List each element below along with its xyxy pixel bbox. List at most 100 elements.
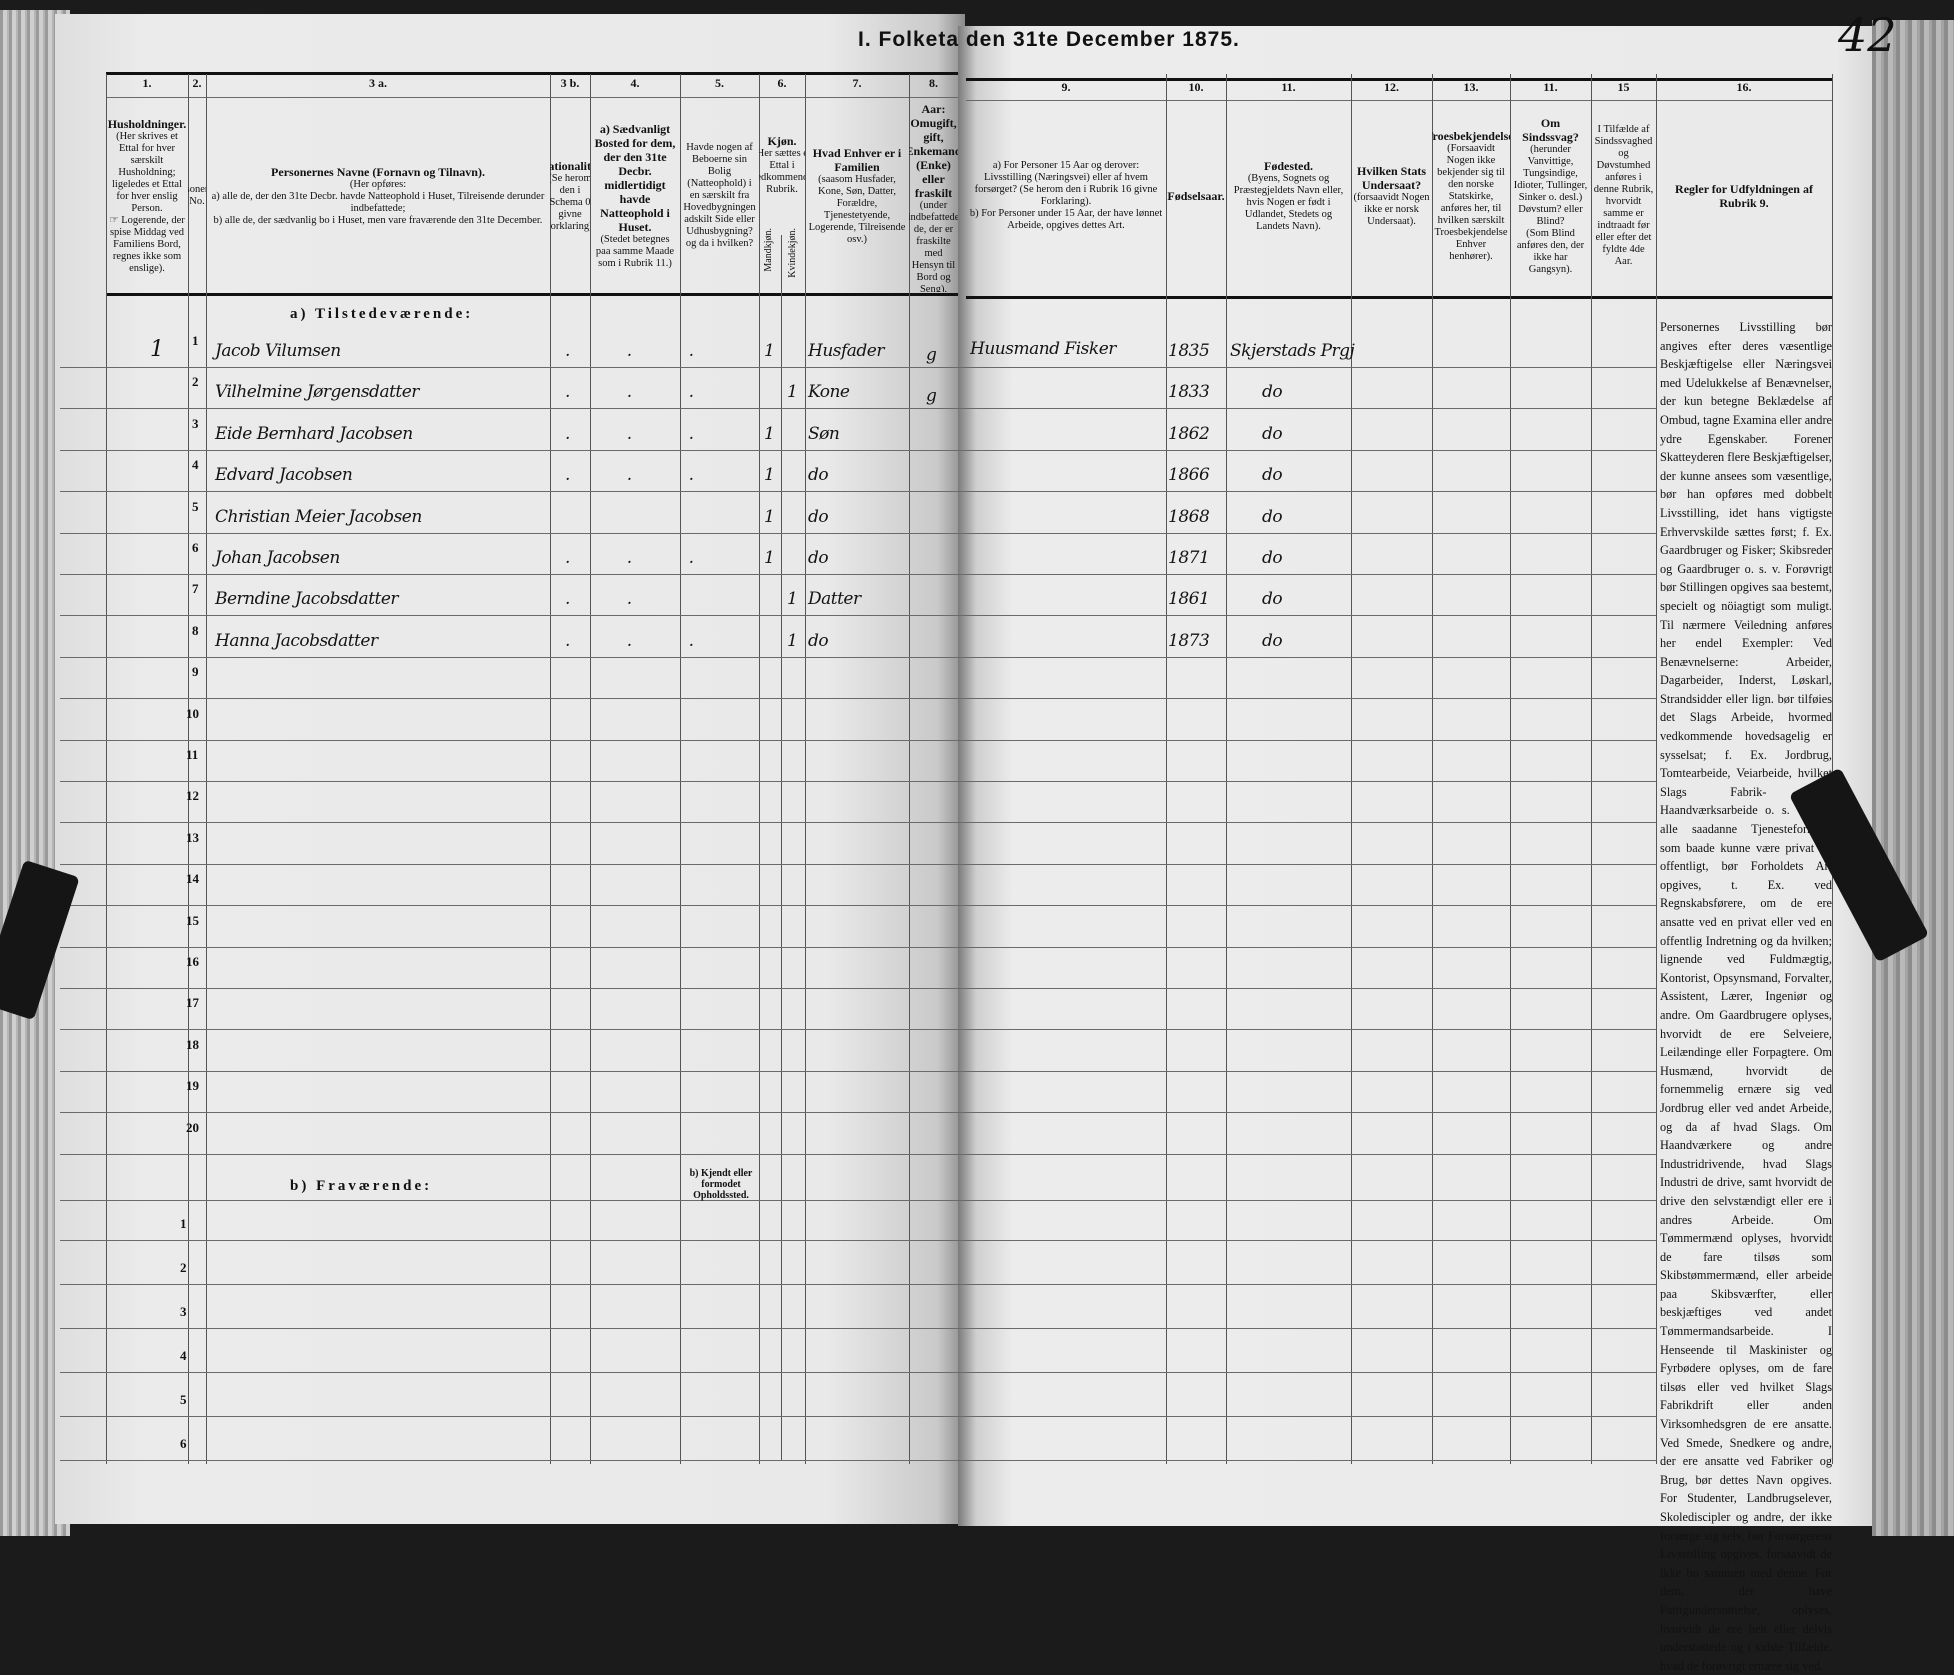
column-number: 5. [715, 76, 724, 90]
header-top-rule [106, 72, 958, 75]
row-rule [60, 1029, 1656, 1031]
absent-place-header: b) Kjendt eller formodet Opholdssted. [689, 1168, 753, 1201]
column-header: Om Sindssvag? (herunder Vanvittige, Tungs… [1510, 100, 1591, 292]
occupation: Huusmand Fisker [970, 339, 1116, 359]
column-divider [1432, 74, 1433, 1464]
sex-female-mark: 1 [787, 382, 798, 403]
absent-row-number: 2 [180, 1260, 187, 1275]
column-header-text: (Forsaavidt Nogen ikke bekjender sig til… [1434, 143, 1508, 262]
row-rule [60, 905, 1656, 907]
column-header-text: (Her sættes et Ettal i vedkommende Rubri… [759, 148, 805, 195]
column-divider [680, 74, 681, 1464]
column-header: Kjøn.(Her sættes et Ettal i vedkommende … [759, 100, 805, 230]
column-header-text: (Se herom den i Schema 0 givne Forklarin… [550, 173, 590, 232]
row-number: 12 [186, 788, 199, 804]
row-rule [60, 491, 1656, 493]
row-rule [60, 615, 1656, 617]
row-number: 6 [192, 540, 199, 555]
column-divider [1656, 74, 1657, 1464]
sex-male-mark: 1 [764, 341, 775, 361]
column-divider [1226, 74, 1227, 1464]
row-rule [60, 656, 1656, 658]
column-header-text: Havde nogen af Beboerne sin Bolig (Natte… [683, 142, 756, 249]
birth-year: 1835 [1168, 341, 1210, 361]
empty-marks: . . . [565, 465, 694, 486]
row-rule [60, 1112, 1656, 1114]
birth-year: 1868 [1168, 506, 1210, 527]
row-rule [60, 1070, 1656, 1072]
column-divider [206, 74, 207, 1464]
row-rule [60, 946, 1656, 948]
row-rule [60, 1416, 1656, 1417]
sex-female-mark: 1 [787, 630, 798, 651]
row-rule [60, 1153, 1656, 1155]
birthplace: do [1262, 589, 1283, 610]
row-rule [60, 988, 1656, 989]
row-number: 20 [186, 1119, 199, 1135]
column-header-title: Hvad Enhver er i Familien [812, 146, 902, 174]
family-position: do [808, 465, 829, 486]
civil-status: g [926, 386, 937, 407]
empty-marks: . . . [565, 382, 694, 403]
row-number: 13 [186, 829, 199, 845]
row-rule [60, 1372, 1656, 1373]
column-header-title: Personernes Navne (Fornavn og Tilnavn). [271, 165, 485, 179]
civil-status: g [926, 345, 937, 365]
header-bottom-rule [106, 293, 958, 296]
family-position: Kone [808, 382, 850, 403]
column-divider [106, 74, 107, 1464]
person-name: Eide Bernhard Jacobsen [215, 423, 413, 444]
person-name: Jacob Vilumsen [215, 341, 341, 361]
person-name: Edvard Jacobsen [215, 465, 353, 486]
column-number: 10. [1188, 80, 1204, 94]
family-position: Søn [808, 423, 840, 444]
birthplace: do [1262, 465, 1283, 486]
column-number: 16. [1736, 80, 1752, 94]
row-number: 17 [186, 995, 199, 1011]
absent-row-number: 4 [180, 1348, 187, 1363]
person-name: Berndine Jacobsdatter [215, 589, 399, 610]
column-header-title: Kjøn. [767, 134, 797, 148]
row-rule [60, 1328, 1656, 1329]
household-mark: 1 [150, 337, 164, 362]
column-divider [1591, 74, 1592, 1464]
birthplace: do [1262, 630, 1283, 651]
column-header-title: Regler for Udfyldningen af Rubrik 9. [1675, 182, 1813, 210]
sex-male-mark: 1 [764, 423, 775, 444]
birth-year: 1873 [1168, 630, 1210, 651]
empty-marks: . . . [565, 341, 694, 361]
row-rule [60, 367, 1656, 368]
column-header: Husholdninger. (Her skrives et Ettal for … [106, 100, 188, 292]
row-number: 5 [192, 498, 199, 514]
column-divider [1832, 74, 1833, 1464]
header-bottom-rule [966, 296, 1832, 299]
page-number: 42 [1838, 8, 1897, 62]
column-header-text: (Her opføres: a) alle de, der den 31te D… [211, 179, 545, 226]
column-header-text: (herunder Vanvittige, Tungsindige, Idiot… [1513, 144, 1588, 275]
birthplace: do [1262, 423, 1283, 444]
sex-male-mark: 1 [764, 465, 775, 486]
number-row-rule [106, 97, 958, 98]
column-number: 11. [1543, 80, 1558, 94]
empty-marks: . . . [565, 423, 694, 444]
sex-male-mark: 1 [764, 548, 775, 568]
column-divider [805, 74, 806, 1464]
section-present-label: a) Tilstedeværende: [290, 306, 474, 322]
column-number: 3 a. [369, 76, 387, 90]
column-header-text: (under indbefattede de, der er fraskilte… [909, 200, 958, 292]
section-absent-label: b) Fraværende: [290, 1178, 433, 1194]
row-rule [60, 698, 1656, 700]
birthplace: do [1262, 506, 1283, 527]
column-header-text: Personernes No. [188, 184, 206, 207]
row-rule [60, 781, 1656, 782]
column-header: Hvilken Stats Undersaat? (forsaavidt Noge… [1351, 100, 1432, 292]
person-name: Christian Meier Jacobsen [215, 506, 422, 527]
row-rule [60, 863, 1656, 865]
column-header: Nationalitet(Se herom den i Schema 0 giv… [550, 100, 590, 292]
row-number: 7 [192, 581, 199, 597]
right-page [958, 26, 1873, 1526]
absent-row-number: 1 [180, 1216, 187, 1231]
column-header-title: Nationalitet [550, 159, 590, 173]
column-header-title: a) Sædvanligt Bosted for dem, der den 31… [594, 122, 676, 234]
birthplace: do [1262, 382, 1283, 403]
